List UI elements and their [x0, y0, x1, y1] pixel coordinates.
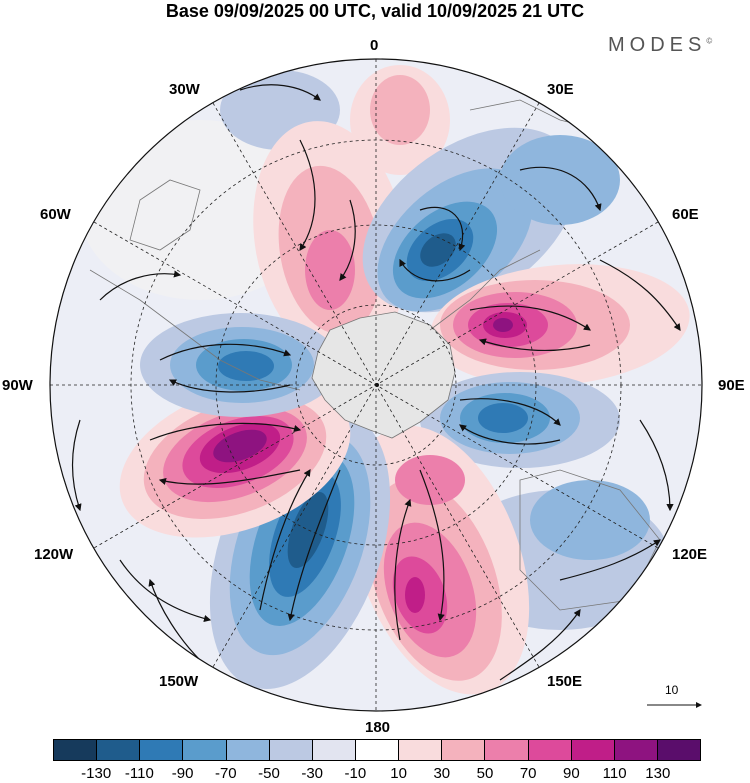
- colorbar-swatch: [312, 740, 356, 760]
- colorbar-swatch: [614, 740, 658, 760]
- reference-vector-label: 10: [665, 683, 679, 697]
- lon-label-120e: 120E: [672, 546, 708, 563]
- brand-mark: ©: [706, 36, 713, 46]
- colorbar-swatch: [528, 740, 572, 760]
- colorbar-swatch: [355, 740, 400, 760]
- colorbar-swatch: [442, 740, 486, 760]
- colorbar-swatch: [657, 740, 701, 760]
- lon-label-90e: 90E: [718, 377, 745, 394]
- lon-label-150e: 150E: [547, 673, 583, 690]
- colorbar-swatch: [140, 740, 184, 760]
- wind-vectors: [71, 84, 681, 681]
- blue-anomaly-4: [140, 313, 340, 417]
- colorbar-tick-label: -30: [301, 765, 324, 782]
- lon-label-150w: 150W: [159, 673, 199, 690]
- reference-vector: 10: [645, 683, 705, 713]
- south-pole-marker: [375, 383, 379, 387]
- pink-anomaly-1: [253, 65, 450, 359]
- colorbar-tick-label: -50: [258, 765, 280, 782]
- colorbar-tick-label: -10: [344, 765, 367, 782]
- colorbar-swatch: [183, 740, 227, 760]
- lon-label-120w: 120W: [34, 546, 74, 563]
- lon-label-180: 180: [365, 719, 391, 736]
- lon-label-90w: 90W: [2, 377, 33, 394]
- brand-logo: MODES©: [608, 34, 712, 57]
- colorbar-tick-label: 110: [602, 765, 627, 782]
- blue-anomaly-2: [420, 372, 620, 468]
- colorbar: [53, 739, 701, 761]
- colorbar-tick-label: 90: [563, 765, 580, 782]
- colorbar-swatch: [571, 740, 615, 760]
- map-title: Base 09/09/2025 00 UTC, valid 10/09/2025…: [165, 1, 585, 21]
- colorbar-tick-label: 70: [519, 765, 537, 782]
- colorbar-tick-label: -130: [81, 765, 112, 782]
- brand-text: MODES: [608, 34, 707, 56]
- colorbar-swatch: [226, 740, 270, 760]
- colorbar-swatch: [54, 740, 98, 760]
- colorbar-tick-label: 30: [433, 765, 451, 782]
- lon-label-30w: 30W: [169, 81, 200, 98]
- lon-label-0: 0: [370, 37, 379, 54]
- pink-anomaly-4: [119, 382, 351, 538]
- lon-label-30e: 30E: [547, 81, 574, 98]
- colorbar-swatch: [399, 740, 443, 760]
- colorbar-swatch: [97, 740, 141, 760]
- colorbar-tick-label: -90: [171, 765, 194, 782]
- lon-label-60w: 60W: [40, 206, 71, 223]
- map-boundary: [49, 58, 703, 712]
- colorbar-tick-label: 130: [645, 765, 671, 782]
- colorbar-swatch: [269, 740, 313, 760]
- lon-label-60e: 60E: [672, 206, 699, 223]
- colorbar-tick-label: -70: [214, 765, 237, 782]
- colorbar-tick-label: -110: [124, 765, 154, 782]
- colorbar-tick-label: 50: [476, 765, 494, 782]
- colorbar-swatch: [485, 740, 529, 760]
- colorbar-tick-label: 10: [390, 765, 407, 782]
